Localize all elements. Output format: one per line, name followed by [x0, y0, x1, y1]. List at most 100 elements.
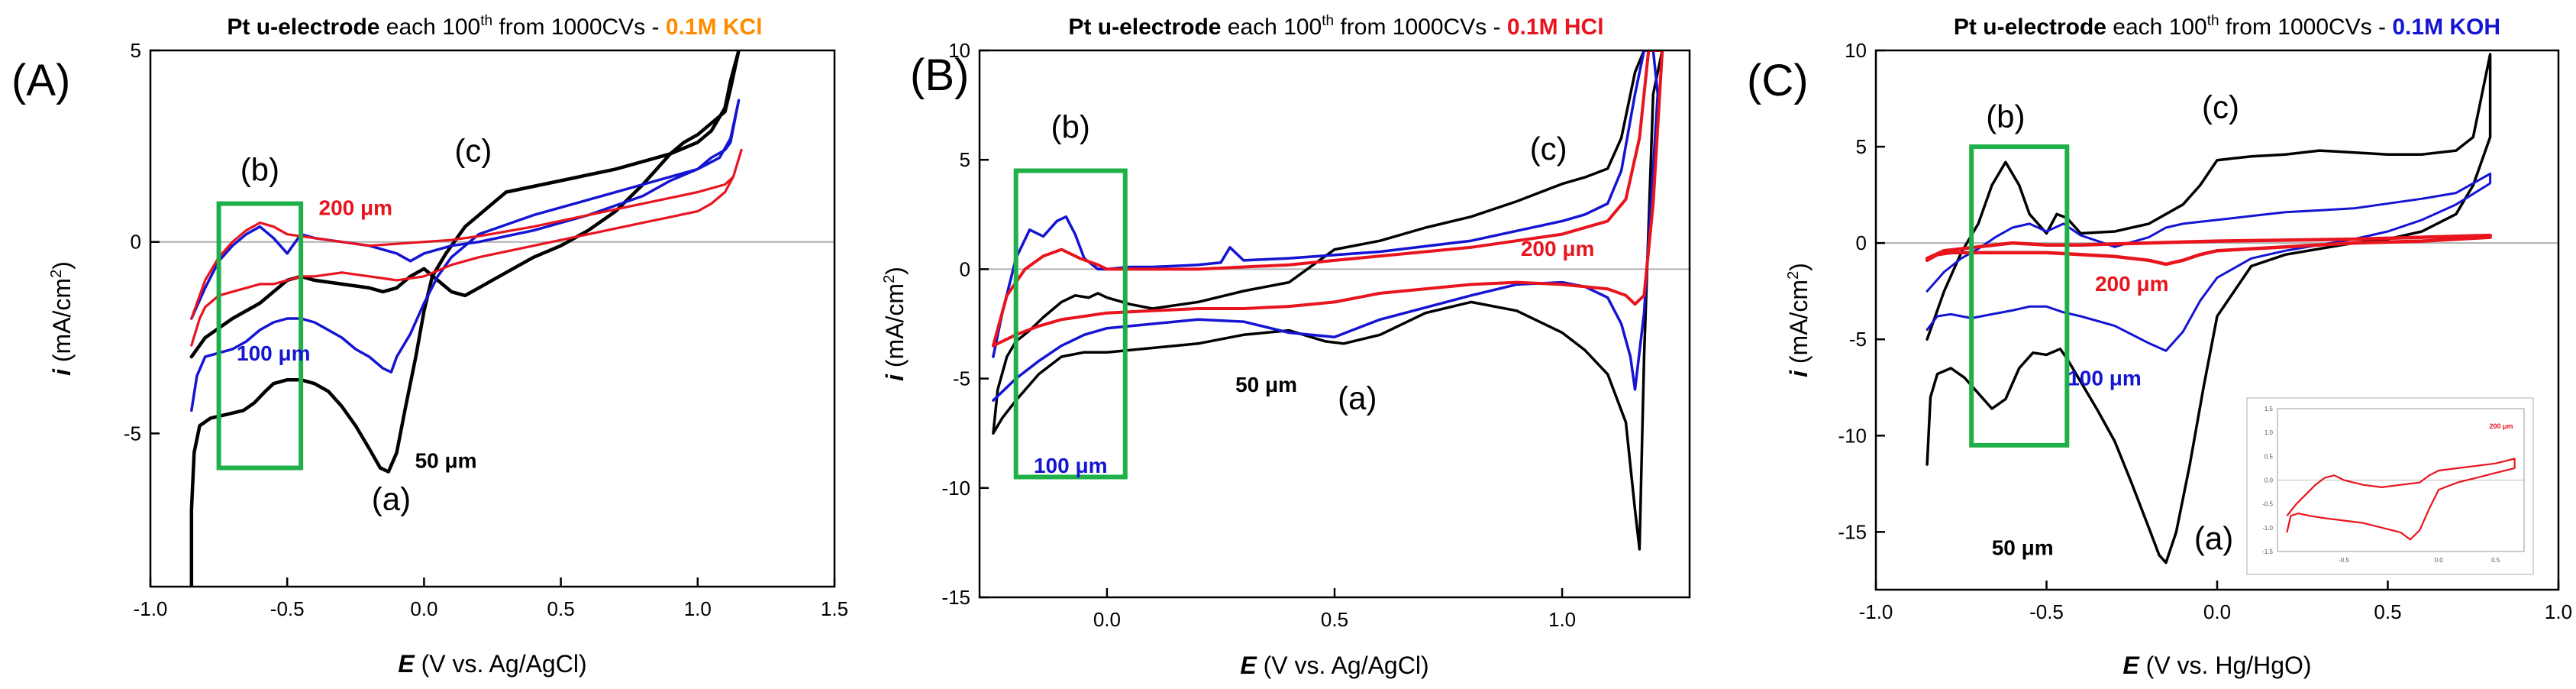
x-tick-label: 0.0 — [2203, 600, 2231, 623]
inset-axes — [2277, 408, 2525, 552]
series-line-2 — [991, 50, 1664, 348]
y-axis-var: i — [881, 374, 909, 381]
inset-y-tick-label: -1.0 — [2262, 525, 2273, 532]
inset-series-line — [2286, 458, 2516, 541]
y-tick-label: -5 — [124, 422, 141, 445]
inset-y-tick-label: 1.0 — [2264, 429, 2274, 436]
x-axis-unit: (V vs. Ag/AgCl) — [1257, 652, 1429, 679]
series-line-1 — [1926, 172, 2492, 352]
x-tick-label: 1.0 — [684, 597, 712, 620]
y-axis-label: i (mA/cm2) — [48, 261, 76, 376]
y-axis-var: i — [48, 368, 76, 376]
x-tick-label: 1.0 — [1548, 608, 1576, 631]
x-axis-label: E (V vs. Ag/AgCl) — [398, 650, 586, 678]
y-axis-close: ) — [881, 267, 909, 275]
y-tick-label: 0 — [131, 231, 141, 254]
x-tick-label: 1.5 — [821, 597, 848, 620]
inset-y-tick-label: 1.5 — [2264, 406, 2274, 412]
title-electrolyte: 0.1M KOH — [2392, 15, 2500, 40]
highlight-box — [1013, 168, 1128, 480]
title-bold: Pt u-electrode — [1954, 15, 2106, 40]
y-axis-close: ) — [48, 261, 76, 270]
annotation: (c) — [2202, 89, 2239, 125]
y-axis-label: i (mA/cm2) — [881, 267, 909, 381]
title-text: each 100 — [2106, 15, 2207, 40]
annotation: (b) — [1986, 99, 2025, 134]
y-axis-label: i (mA/cm2) — [1785, 263, 1813, 377]
annotation: 100 μm — [1034, 454, 1108, 477]
y-tick-label: 10 — [1845, 39, 1867, 62]
x-tick-label: 0.0 — [1093, 608, 1121, 631]
y-tick-label: -10 — [941, 477, 970, 500]
annotation: 50 μm — [415, 449, 477, 473]
y-tick-label: 10 — [948, 39, 970, 62]
title-electrolyte: 0.1M KCl — [666, 15, 763, 40]
x-axis-var: E — [398, 650, 415, 678]
x-axis-label: E (V vs. Hg/HgO) — [2122, 652, 2311, 679]
x-axis-var: E — [2122, 652, 2140, 679]
x-tick-label: 0.5 — [2374, 600, 2401, 623]
y-axis-close: ) — [1785, 263, 1813, 271]
y-tick-label: 5 — [960, 148, 970, 171]
y-axis-unit: (mA/cm — [1785, 280, 1813, 370]
x-tick-label: 0.5 — [1321, 608, 1348, 631]
x-tick-label: 0.5 — [547, 597, 575, 620]
x-tick-label: 0.0 — [410, 597, 437, 620]
y-tick-label: -5 — [1849, 328, 1867, 351]
annotation: (c) — [454, 132, 492, 168]
annotation: (c) — [1530, 131, 1567, 167]
annotation: 50 μm — [1992, 536, 2054, 560]
chart-title: Pt u-electrode each 100th from 1000CVs -… — [227, 13, 762, 40]
annotation: (b) — [1051, 109, 1090, 145]
series-line-0 — [992, 50, 1664, 551]
inset-x-tick-label: 0.0 — [2435, 557, 2444, 564]
y-tick-label: -15 — [1838, 520, 1867, 543]
data-layer — [991, 50, 1664, 551]
x-axis-unit: (V vs. Ag/AgCl) — [415, 650, 587, 678]
annotation: 100 μm — [237, 341, 311, 365]
inset-y-tick-label: -0.5 — [2262, 501, 2273, 508]
y-tick-label: 5 — [1856, 135, 1867, 158]
highlight-box — [216, 201, 304, 471]
y-axis-sup: 2 — [48, 270, 65, 278]
panel-label: (A) — [11, 56, 70, 105]
title-text: from 1000CVs - — [492, 15, 666, 40]
inset-y-tick-label: 0.0 — [2264, 477, 2274, 484]
title-text: each 100 — [1221, 15, 1322, 40]
y-axis-unit: (mA/cm — [881, 283, 909, 374]
highlight-box — [1969, 144, 2070, 448]
series-line-2 — [1925, 233, 2492, 267]
data-layer — [189, 50, 743, 587]
x-axis-label: E (V vs. Ag/AgCl) — [1240, 652, 1428, 679]
annotation: (b) — [240, 151, 279, 187]
inset-y-tick-label: 0.5 — [2264, 453, 2274, 460]
inset-x-tick-label: 0.5 — [2491, 557, 2500, 564]
x-tick-label: -0.5 — [2029, 600, 2064, 623]
title-sup: th — [1322, 13, 1334, 29]
panel-label: (C) — [1747, 56, 1809, 105]
y-tick-label: 0 — [1856, 231, 1867, 254]
y-axis-sup: 2 — [1785, 271, 1802, 280]
annotation: 50 μm — [1235, 373, 1297, 396]
title-electrolyte: 0.1M HCl — [1507, 15, 1604, 40]
plot-frame — [149, 49, 836, 588]
y-axis-sup: 2 — [881, 275, 898, 283]
y-tick-label: 0 — [960, 257, 970, 280]
y-axis-unit: (mA/cm — [48, 278, 76, 369]
title-sup: th — [2207, 13, 2219, 29]
inset-y-tick-label: -1.5 — [2262, 548, 2273, 555]
inset-label: 200 μm — [2489, 422, 2513, 430]
chart-title: Pt u-electrode each 100th from 1000CVs -… — [1068, 13, 1603, 40]
annotation: 200 μm — [319, 196, 393, 220]
x-tick-label: -1.0 — [134, 597, 168, 620]
series-line-0 — [189, 50, 741, 587]
annotation: (a) — [372, 481, 411, 517]
inset: 1.5 1.0 0.5 0.0 -0.5 -1.0 -1.5 -0.5 0.0 0.5 200 μm — [2246, 397, 2534, 575]
y-tick-label: -5 — [953, 367, 970, 390]
title-bold: Pt u-electrode — [227, 15, 379, 40]
annotation: (a) — [1338, 380, 1377, 416]
y-tick-label: -10 — [1838, 424, 1867, 447]
annotation: (a) — [2194, 520, 2233, 556]
